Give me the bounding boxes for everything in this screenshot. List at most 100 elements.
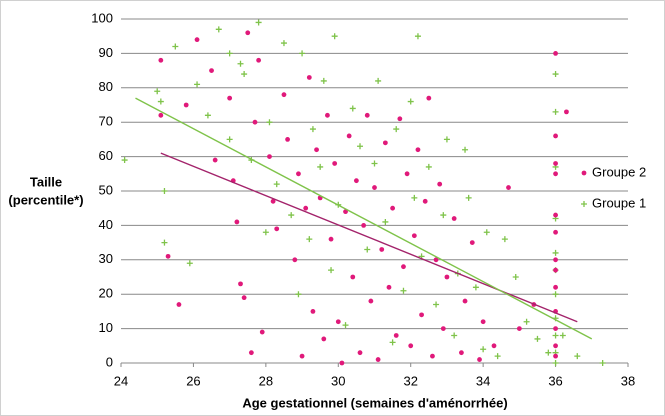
point [552,332,559,339]
point [172,43,179,50]
point [299,353,305,359]
y-tick-label: 70 [99,114,113,129]
point [328,236,334,242]
point [382,140,388,146]
y-tick-label: 10 [99,320,113,335]
point [516,326,522,331]
point [154,88,161,95]
point [552,291,559,298]
y-tick-label: 20 [99,286,113,301]
point [437,181,443,187]
point [559,332,566,339]
point [433,257,439,263]
point [270,198,276,204]
point [342,322,349,329]
point [238,281,243,287]
point [314,147,319,153]
point [296,171,301,177]
point [411,194,418,201]
point [227,95,233,101]
point [309,126,316,133]
point [288,212,295,219]
point [459,350,464,356]
point [176,302,182,307]
point [480,319,486,325]
point [248,350,254,356]
point [310,309,316,314]
point [422,198,428,204]
point [121,157,128,164]
point [553,353,558,359]
point [259,329,265,335]
point [226,136,233,143]
point [483,229,490,236]
point [281,92,287,98]
point [382,218,389,225]
point [393,333,399,338]
point [241,295,247,301]
point [157,98,164,105]
y-tick-label: 50 [99,182,113,197]
point [401,264,406,270]
point [339,360,345,366]
point [332,161,338,166]
point [252,119,258,125]
y-tick-label: 80 [99,79,113,94]
point [212,157,218,163]
point [274,226,280,232]
point [553,171,558,177]
point [226,50,233,57]
point [280,40,287,47]
point [433,301,440,308]
point [321,336,327,342]
x-tick-label: 34 [476,373,490,388]
point [477,357,482,362]
point [462,298,468,304]
x-tick-label: 24 [114,373,128,388]
point [552,249,559,256]
point [361,223,367,228]
point [404,171,410,177]
point [553,326,558,331]
point [158,112,164,118]
point [375,357,381,362]
point [267,154,272,160]
point [408,343,414,349]
point [266,119,273,126]
point [285,137,290,142]
point [545,349,552,356]
point [353,178,359,184]
point [194,81,201,88]
legend-marker [581,170,587,176]
point [389,339,396,346]
point [292,257,298,263]
point [552,360,559,366]
x-tick-label: 30 [331,373,345,388]
point [328,267,335,274]
point [415,147,421,153]
point [397,116,403,122]
x-axis-label: Age gestationnel (semaines d'aménorrhée) [242,395,507,410]
point [451,332,458,339]
trendline [135,97,593,340]
legend-marker [581,201,587,207]
point [553,343,558,349]
point [256,57,262,63]
point [407,98,414,105]
y-tick-label: 0 [106,354,113,369]
point [255,19,262,26]
point [574,353,581,360]
point [465,194,472,201]
point [183,102,189,108]
y-tick-label: 100 [91,10,113,25]
x-tick-label: 36 [548,373,562,388]
point [552,108,559,115]
point [295,291,302,298]
trendline [160,152,578,323]
point [303,205,309,211]
point [491,343,497,349]
point [386,284,392,290]
y-tick-label: 60 [99,148,113,163]
